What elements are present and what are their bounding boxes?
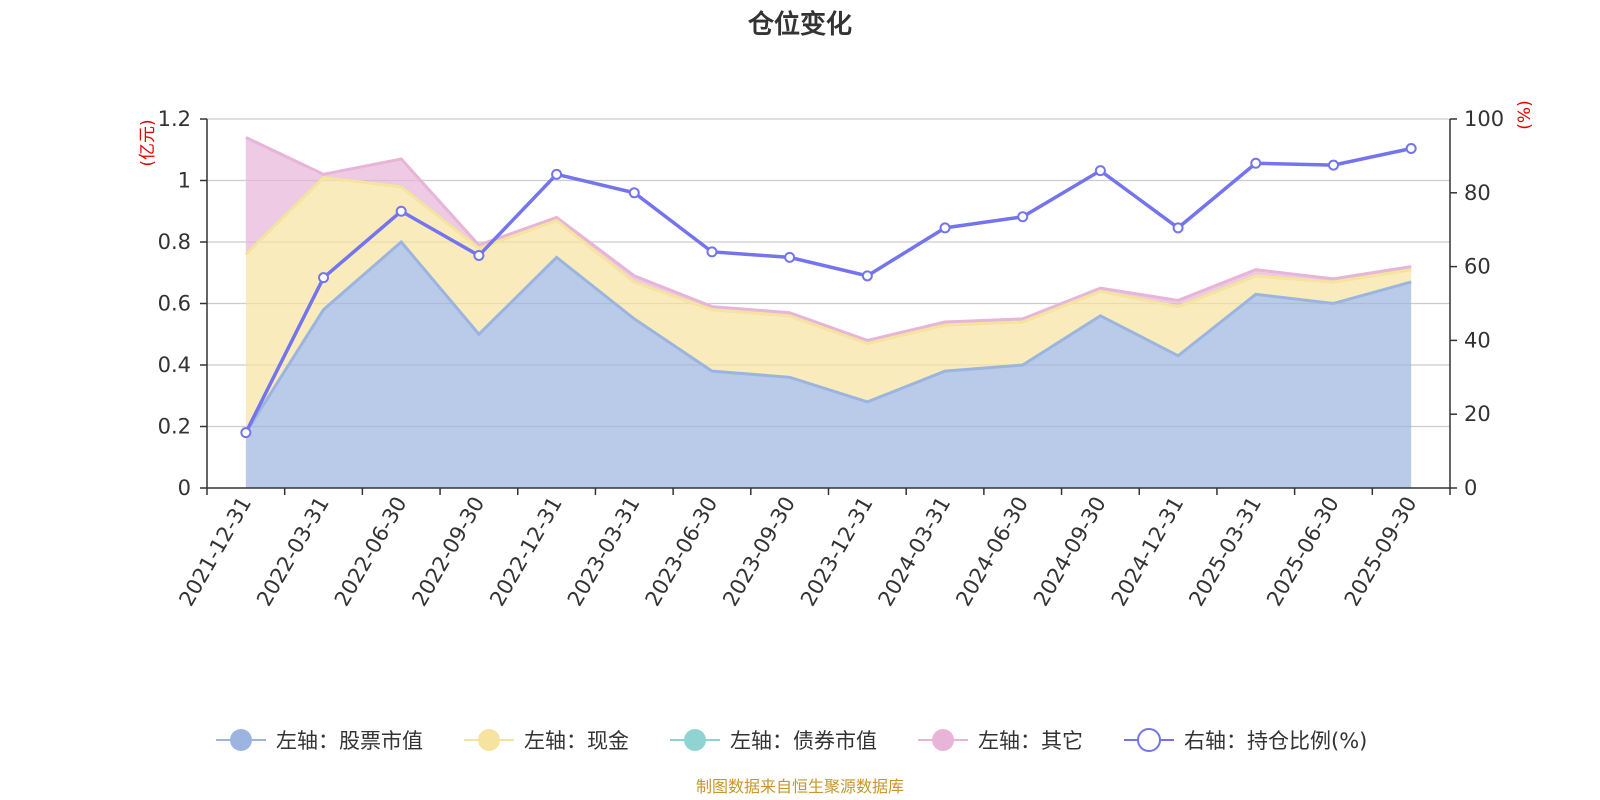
x-tick-label: 2022-03-31 [252,493,334,611]
ratio-point [1405,143,1417,155]
legend-label: 左轴：其它 [978,729,1083,753]
legend-label: 左轴：现金 [524,729,629,753]
x-tick-label: 2024-03-31 [874,493,956,611]
x-tick-label: 2024-09-30 [1029,493,1111,611]
ratio-point [1250,157,1262,169]
right-tick-label: 80 [1464,181,1491,205]
holding-ratio-series [240,143,1417,439]
legend-item: 左轴：股票市值 [216,729,423,753]
area-左轴：现金 [245,177,1412,433]
right-tick-label: 60 [1464,255,1491,279]
legend-marker [1137,728,1161,752]
x-tick-label: 2021-12-31 [174,493,256,611]
x-tick-label: 2024-12-31 [1107,493,1189,611]
right-tick-label: 100 [1464,107,1504,131]
left-tick-label: 0.8 [158,230,191,254]
ratio-point [1172,222,1184,234]
left-tick-label: 1.2 [158,107,191,131]
x-tick-label: 2025-03-31 [1184,493,1266,611]
legend-label: 右轴：持仓比例(%) [1184,729,1367,753]
right-axis-unit: (%) [1515,100,1535,129]
ratio-point [861,270,873,282]
left-tick-label: 0.2 [158,415,191,439]
ratio-point [473,250,485,262]
ratio-line [244,146,1412,434]
right-tick-label: 0 [1464,476,1477,500]
legend-item: 左轴：债券市值 [670,729,877,753]
legend: 左轴：股票市值 左轴：现金 左轴：债券市值 左轴：其它 右轴：持仓比例(%) [216,728,1367,753]
left-axis-unit: (亿元) [138,119,158,166]
ratio-point [628,187,640,199]
legend-marker [684,729,706,751]
x-tick-label: 2022-12-31 [485,493,567,611]
x-tick-label: 2023-06-30 [640,493,722,611]
ratio-point [318,272,330,284]
ratio-point [551,168,563,180]
legend-item: 左轴：其它 [918,729,1083,753]
ratio-point [939,222,951,234]
legend-item: 左轴：现金 [464,729,629,753]
data-source-note: 制图数据来自恒生聚源数据库 [696,777,904,796]
area-edge-左轴：其它 [245,136,1412,342]
x-tick-label: 2023-09-30 [718,493,800,611]
x-tick-label: 2025-06-30 [1262,493,1344,611]
right-tick-label: 20 [1464,402,1491,426]
area-edge-左轴：股票市值 [244,239,1412,434]
x-tick-label: 2024-06-30 [951,493,1033,611]
ratio-point [395,205,407,217]
legend-marker [932,729,954,751]
x-tick-label: 2022-09-30 [407,493,489,611]
right-tick-label: 40 [1464,328,1491,352]
area-edge-左轴：现金 [244,175,1412,346]
chart-title: 仓位变化 [747,9,852,40]
legend-label: 左轴：股票市值 [276,729,423,753]
legend-label: 左轴：债券市值 [730,729,877,753]
ratio-point [1327,159,1339,171]
left-tick-label: 1 [178,169,191,193]
legend-marker [478,729,500,751]
left-tick-label: 0.6 [158,292,191,316]
left-tick-label: 0 [178,476,191,500]
ratio-point [706,246,718,258]
ratio-point [240,427,252,439]
x-axis-labels: 2021-12-312022-03-312022-06-302022-09-30… [174,493,1421,611]
stacked-areas [244,136,1412,488]
axes: 0 0.2 0.4 0.6 0.8 1 1.2 0 20 40 60 80 100 [158,107,1505,500]
x-tick-label: 2023-03-31 [563,493,645,611]
area-左轴：股票市值 [245,242,1412,488]
x-tick-label: 2023-12-31 [796,493,878,611]
x-tick-label: 2025-09-30 [1340,493,1422,611]
legend-marker [230,729,252,751]
x-tick-label: 2022-06-30 [330,493,412,611]
left-tick-label: 0.4 [158,353,191,377]
ratio-point [1094,165,1106,177]
legend-item: 右轴：持仓比例(%) [1124,728,1367,753]
ratio-point [1017,211,1029,223]
ratio-point [784,251,796,263]
